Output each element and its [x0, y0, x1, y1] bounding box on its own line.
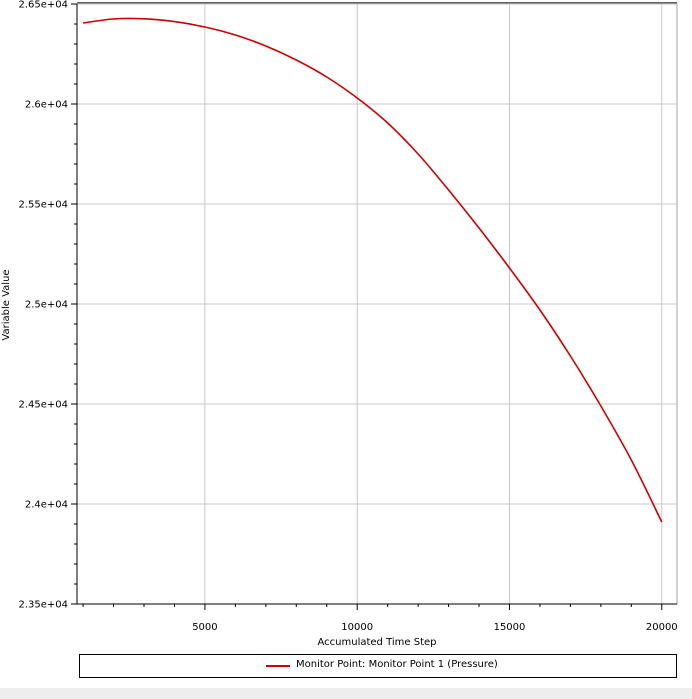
- series-point: [357, 97, 358, 98]
- series-point: [539, 309, 540, 310]
- x-tick-label: 15000: [494, 622, 526, 633]
- series-point: [296, 59, 297, 60]
- legend-label: Monitor Point: Monitor Point 1 (Pressure…: [296, 659, 498, 670]
- series-point: [661, 521, 662, 522]
- x-tick-label: 10000: [341, 622, 373, 633]
- series-point: [143, 18, 144, 19]
- legend: Monitor Point: Monitor Point 1 (Pressure…: [79, 654, 677, 678]
- series-point: [235, 34, 236, 35]
- series-point: [265, 45, 266, 46]
- series-point: [509, 267, 510, 268]
- series-point: [631, 459, 632, 460]
- series-point: [204, 26, 205, 27]
- series-point: [478, 227, 479, 228]
- legend-swatch: [266, 665, 290, 667]
- series-point: [326, 76, 327, 77]
- y-tick-label: 2.35e+04: [18, 600, 68, 611]
- series-point: [418, 153, 419, 154]
- y-tick-label: 2.45e+04: [18, 400, 68, 411]
- series-point: [82, 22, 83, 23]
- series-point: [448, 189, 449, 190]
- y-tick-label: 2.4e+04: [25, 500, 68, 511]
- axes-layer: [71, 3, 677, 610]
- series-line-pressure: [82, 17, 663, 523]
- series-point: [113, 18, 114, 19]
- series-point: [174, 21, 175, 22]
- y-axis-title: Variable Value: [1, 269, 12, 340]
- grid-layer: [76, 2, 678, 605]
- x-axis-title: Accumulated Time Step: [317, 637, 436, 648]
- y-tick-label: 2.5e+04: [25, 300, 68, 311]
- y-tick-label: 2.65e+04: [18, 0, 68, 11]
- series-point: [570, 355, 571, 356]
- x-tick-label: 20000: [646, 622, 678, 633]
- x-tick-label: 5000: [192, 622, 217, 633]
- series-layer: [82, 17, 663, 523]
- series-point: [600, 405, 601, 406]
- y-tick-label: 2.6e+04: [25, 100, 68, 111]
- tick-labels-layer: 2.35e+04 2.4e+04 2.45e+04 2.5e+04 2.55e+04 2.…: [18, 0, 677, 633]
- y-tick-label: 2.55e+04: [18, 200, 68, 211]
- series-point: [387, 122, 388, 123]
- bottom-strip: [0, 688, 692, 699]
